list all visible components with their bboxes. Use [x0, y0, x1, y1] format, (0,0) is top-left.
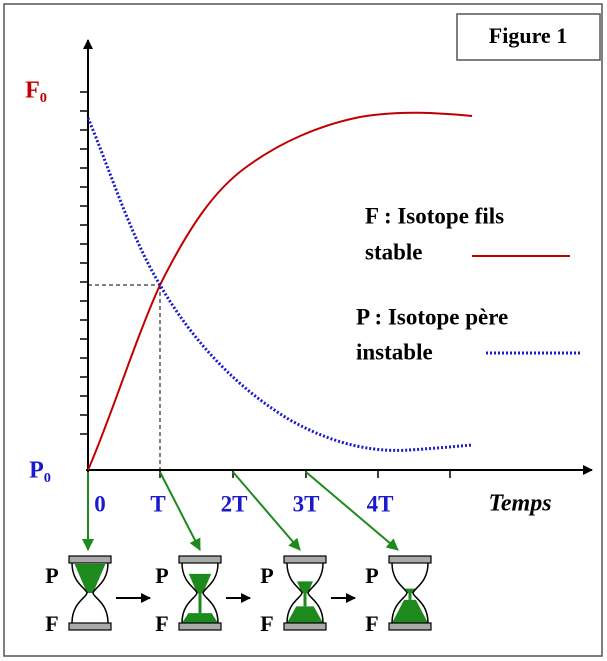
hourglass-bottom-label: F	[45, 611, 58, 636]
sand	[74, 564, 106, 593]
legend-text: instable	[356, 339, 433, 364]
daughter-curve	[87, 111, 473, 471]
arrow	[159, 471, 201, 551]
x-tick-label: 3T	[293, 491, 320, 516]
x-tick-label: 2T	[221, 491, 248, 516]
hourglass-top-label: P	[365, 563, 378, 588]
hourglass-cap	[68, 555, 112, 564]
hourglass-cap	[68, 622, 112, 631]
sand	[297, 581, 313, 593]
hourglass-glass	[181, 562, 219, 624]
hourglass-cap	[388, 622, 432, 631]
sand	[287, 606, 323, 623]
x-tick-label: 0	[94, 491, 106, 516]
frame	[3, 3, 603, 657]
hourglass-top-label: P	[260, 563, 273, 588]
legend-text: stable	[365, 239, 423, 264]
x-ticks: 0 T 2T 3T 4T	[87, 470, 451, 516]
hourglass-glass	[286, 562, 324, 624]
p0-label: P₀	[29, 458, 51, 484]
sand	[188, 573, 212, 593]
y-ticks	[80, 91, 88, 435]
hourglass-glass	[71, 562, 109, 624]
sand	[182, 613, 218, 623]
x-tick-label: T	[150, 491, 165, 516]
hourglass-cap	[178, 555, 222, 564]
hourglass-bottom-label: F	[260, 611, 273, 636]
figure-label: Figure 1	[489, 23, 567, 48]
hourglass-cap	[388, 555, 432, 564]
parent-curve	[86, 117, 473, 452]
hourglass-bottom-label: F	[155, 611, 168, 636]
f0-label: F₀	[25, 78, 47, 104]
sand	[405, 588, 415, 593]
hourglass-top-label: P	[155, 563, 168, 588]
hourglass-cap	[283, 622, 327, 631]
legend-text: F : Isotope fils	[365, 203, 504, 228]
arrow	[305, 471, 399, 551]
figure-label-box	[456, 13, 601, 61]
sand	[392, 599, 428, 623]
legend-text: P : Isotope père	[356, 304, 508, 329]
x-axis-title: Temps	[488, 491, 551, 517]
hourglass-cap	[178, 622, 222, 631]
x-tick-label: 4T	[367, 491, 394, 516]
hourglass-cap	[283, 555, 327, 564]
hourglass-glass	[391, 562, 429, 624]
arrow	[232, 471, 301, 551]
hourglass-bottom-label: F	[365, 611, 378, 636]
hourglass-top-label: P	[45, 563, 58, 588]
